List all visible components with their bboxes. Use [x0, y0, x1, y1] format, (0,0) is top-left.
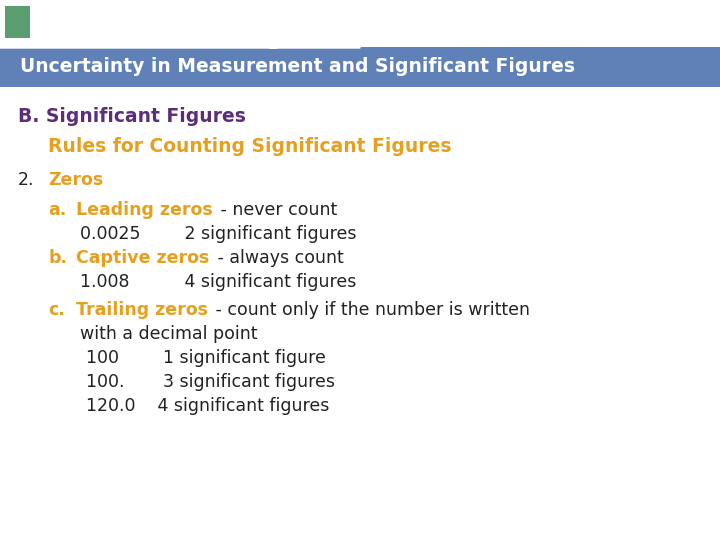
- Text: B. Significant Figures: B. Significant Figures: [18, 106, 246, 125]
- Polygon shape: [0, 0, 360, 48]
- Text: 2.: 2.: [18, 171, 35, 189]
- Text: 120.0    4 significant figures: 120.0 4 significant figures: [86, 397, 330, 415]
- Text: Rules for Counting Significant Figures: Rules for Counting Significant Figures: [48, 138, 451, 157]
- Text: Leading zeros: Leading zeros: [76, 201, 213, 219]
- Text: 100        1 significant figure: 100 1 significant figure: [86, 349, 326, 367]
- Bar: [5, 6, 30, 38]
- Text: - always count: - always count: [212, 249, 343, 267]
- Text: Captive zeros: Captive zeros: [76, 249, 210, 267]
- Text: - never count: - never count: [215, 201, 337, 219]
- Text: Zeros: Zeros: [48, 171, 103, 189]
- Text: a.: a.: [48, 201, 66, 219]
- Bar: [0, 0, 360, 48]
- Text: with a decimal point: with a decimal point: [80, 325, 258, 343]
- Text: - count only if the number is written: - count only if the number is written: [210, 301, 530, 319]
- FancyBboxPatch shape: [0, 0, 270, 48]
- Bar: [0, 47, 720, 87]
- Text: 100.       3 significant figures: 100. 3 significant figures: [86, 373, 336, 391]
- Text: 1.008          4 significant figures: 1.008 4 significant figures: [80, 273, 356, 291]
- Text: b.: b.: [48, 249, 67, 267]
- Text: Uncertainty in Measurement and Significant Figures: Uncertainty in Measurement and Significa…: [20, 57, 575, 77]
- Text: c.: c.: [48, 301, 65, 319]
- Text: 0.0025        2 significant figures: 0.0025 2 significant figures: [80, 225, 356, 243]
- Text: Trailing zeros: Trailing zeros: [76, 301, 208, 319]
